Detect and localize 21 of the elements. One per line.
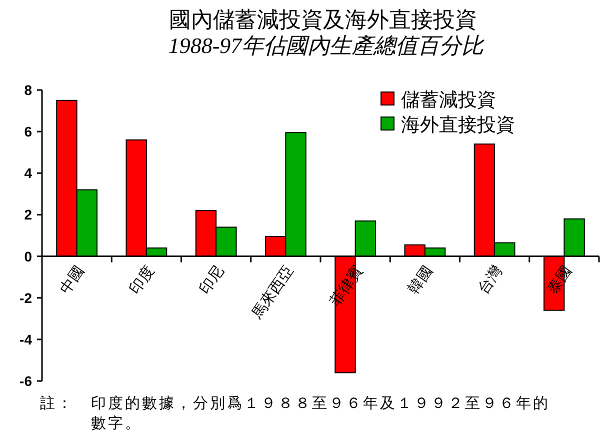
x-tick-label: 台灣 bbox=[474, 262, 506, 298]
y-tick-label: -2 bbox=[20, 290, 32, 306]
chart-subtitle: 1988-97年佔國內生產總值百分比 bbox=[168, 33, 485, 58]
x-tick-label: 菲律賓 bbox=[326, 262, 367, 310]
x-tick-label: 中國 bbox=[56, 262, 88, 298]
legend-label: 海外直接投資 bbox=[401, 115, 515, 136]
x-tick-label: 韓國 bbox=[405, 262, 436, 298]
y-tick-label: 0 bbox=[24, 248, 32, 264]
chart-title: 國內儲蓄減投資及海外直接投資 bbox=[169, 7, 477, 32]
legend-label: 儲蓄減投資 bbox=[401, 90, 496, 111]
text: 註： 印度的數據，分別爲１９８８至９６年及１９９２至９６年的數字。 bbox=[40, 394, 551, 434]
x-tick-label: 馬來西亞 bbox=[248, 262, 297, 323]
y-tick-label: 6 bbox=[24, 124, 32, 140]
x-tick-label: 泰國 bbox=[544, 262, 576, 298]
x-tick-label: 印尼 bbox=[196, 262, 228, 298]
y-tick-label: 2 bbox=[24, 206, 32, 223]
y-tick-label: 8 bbox=[24, 82, 32, 98]
y-tick-label: 4 bbox=[24, 165, 32, 182]
y-tick-label: -6 bbox=[20, 373, 32, 389]
x-tick-label: 印度 bbox=[126, 262, 158, 298]
y-tick-label: -4 bbox=[20, 331, 32, 348]
